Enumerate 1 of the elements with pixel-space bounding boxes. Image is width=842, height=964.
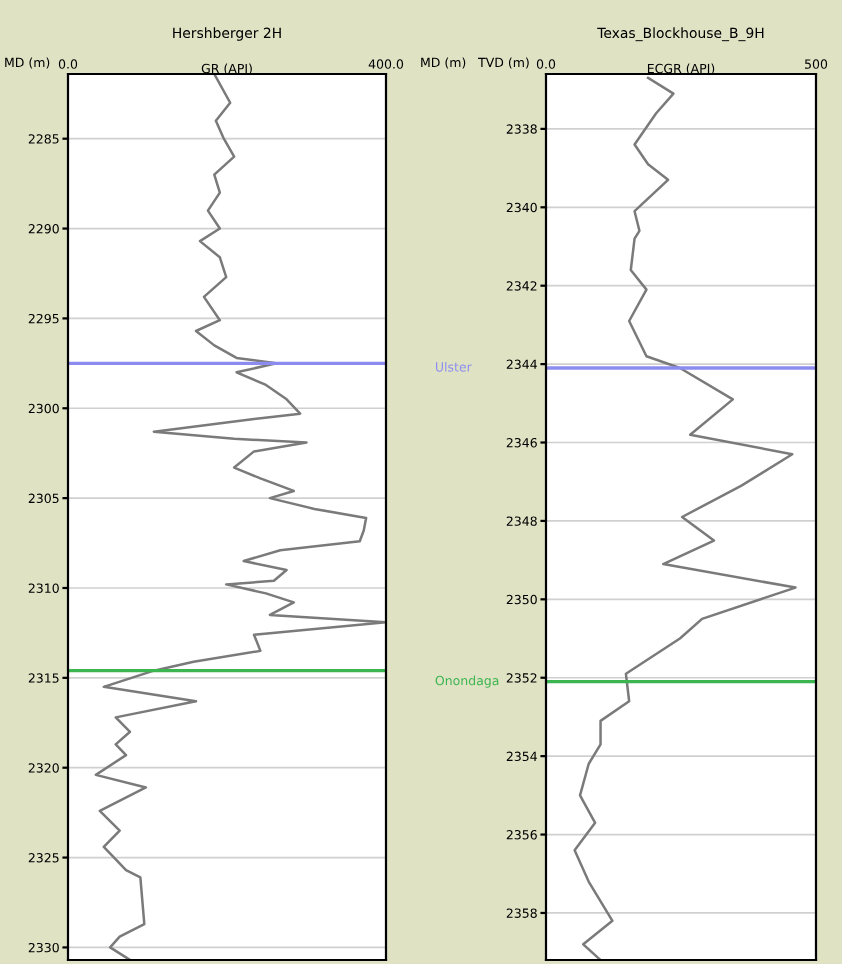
line-series [573, 76, 797, 960]
